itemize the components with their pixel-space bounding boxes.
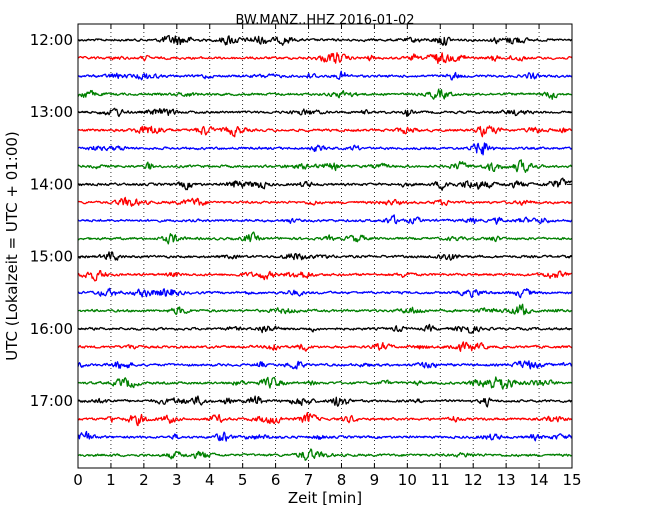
- y-tick-label-2: 14:00: [30, 175, 73, 193]
- trace-1315: [77, 125, 573, 138]
- chart-title: BW.MANZ..HHZ 2016-01-02: [235, 13, 414, 28]
- y-tick-label-3: 15:00: [30, 248, 73, 266]
- trace-1330: [77, 142, 573, 156]
- trace-1530: [77, 287, 573, 299]
- trace-1430: [77, 214, 573, 225]
- trace-1215: [77, 52, 573, 65]
- axis-ticks: [77, 24, 573, 468]
- x-tick-label-4: 4: [205, 471, 215, 489]
- trace-group: [77, 34, 573, 461]
- x-tick-label-3: 3: [172, 471, 182, 489]
- trace-1500: [77, 251, 573, 261]
- plot-area-frame: [77, 23, 573, 469]
- trace-1615: [77, 341, 573, 352]
- trace-1545: [77, 303, 573, 316]
- trace-1515: [77, 269, 573, 282]
- trace-1445: [77, 231, 573, 245]
- x-tick-label-15: 15: [562, 471, 581, 489]
- trace-1415: [77, 196, 573, 207]
- y-tick-label-4: 16:00: [30, 320, 73, 338]
- trace-1715: [77, 412, 573, 427]
- y-axis-label: UTC (Lokalzeit = UTC + 01:00): [3, 131, 21, 361]
- trace-1745: [77, 448, 573, 461]
- trace-1300: [77, 107, 573, 118]
- x-tick-label-1: 1: [106, 471, 116, 489]
- trace-1245: [77, 88, 573, 100]
- x-tick-label-2: 2: [139, 471, 149, 489]
- x-tick-label-12: 12: [464, 471, 483, 489]
- x-tick-label-7: 7: [304, 471, 314, 489]
- x-tick-label-13: 13: [497, 471, 516, 489]
- x-tick-label-5: 5: [238, 471, 248, 489]
- trace-1230: [77, 70, 573, 81]
- trace-1645: [77, 376, 573, 390]
- trace-1600: [77, 323, 573, 334]
- x-tick-label-8: 8: [337, 471, 347, 489]
- y-tick-labels: 12:00 13:00 14:00 15:00 16:00 17:00: [30, 31, 73, 410]
- x-tick-label-0: 0: [73, 471, 83, 489]
- trace-1400: [77, 177, 573, 191]
- trace-1730: [77, 430, 573, 442]
- y-tick-label-1: 13:00: [30, 103, 73, 121]
- y-tick-label-0: 12:00: [30, 31, 73, 49]
- x-tick-labels: 0 1 2 3 4 5 6 7 8 9 10 11 12 13 14 15: [73, 471, 581, 489]
- trace-1345: [77, 159, 573, 173]
- x-tick-label-10: 10: [398, 471, 417, 489]
- x-axis-label: Zeit [min]: [288, 489, 362, 507]
- x-tick-label-6: 6: [271, 471, 281, 489]
- x-tick-label-9: 9: [370, 471, 380, 489]
- trace-1700: [77, 395, 573, 408]
- y-tick-label-5: 17:00: [30, 392, 73, 410]
- trace-1200: [77, 34, 573, 46]
- trace-1630: [77, 360, 573, 370]
- x-tick-label-11: 11: [431, 471, 450, 489]
- x-tick-label-14: 14: [530, 471, 549, 489]
